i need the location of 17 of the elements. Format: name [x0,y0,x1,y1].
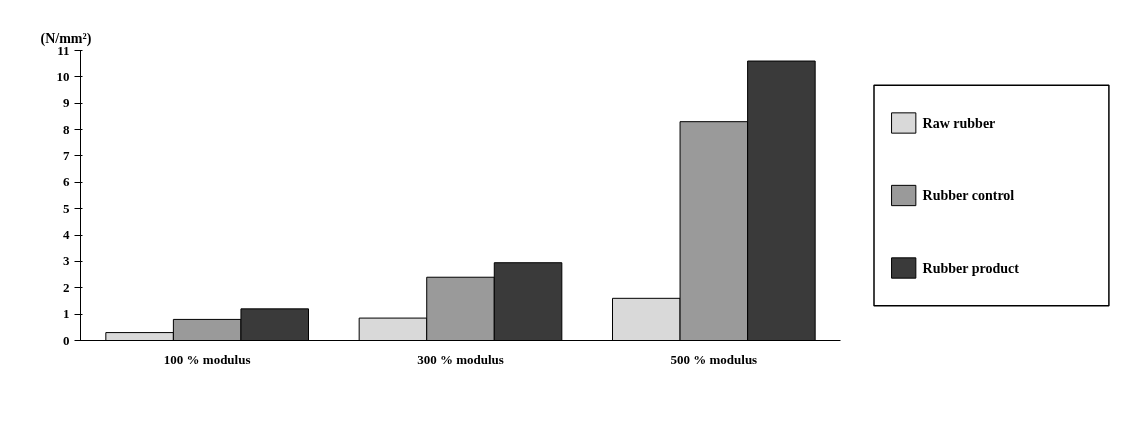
y-tick-label: 3 [63,253,70,269]
y-tick-label: 0 [63,332,70,348]
y-tick-label: 1 [63,306,70,322]
y-tick-label: 10 [56,68,70,84]
x-tick-label: 500 % modulus [670,351,758,367]
y-tick-label: 8 [63,121,70,137]
x-tick-label: 300 % modulus [417,351,504,367]
x-tick-label: 100 % modulus [163,351,251,367]
y-tick-label: 6 [63,174,70,190]
legend-label: Raw rubber [922,115,996,131]
y-tick-label: 5 [63,200,70,216]
y-tick-label: 7 [63,147,70,163]
legend-label: Rubber control [922,188,1015,203]
y-tick-label: 2 [63,279,70,295]
legend-label: Rubber product [922,260,1020,276]
y-tick-label: 9 [63,95,70,111]
y-tick-label: 4 [63,227,70,243]
